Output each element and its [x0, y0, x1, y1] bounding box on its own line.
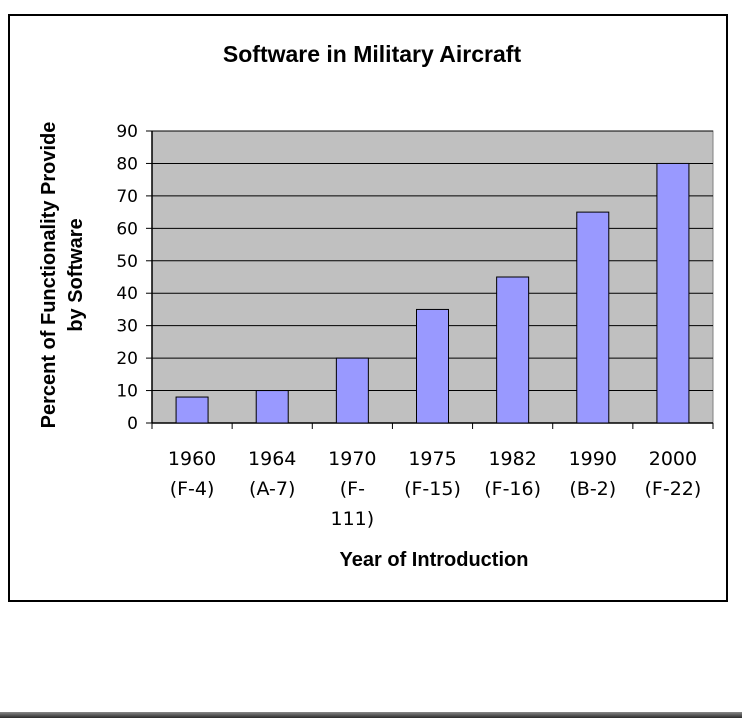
y-tick-label: 20: [116, 349, 138, 369]
x-tick-label: (A-7): [249, 478, 295, 500]
x-tick-label: 1960: [168, 448, 216, 470]
bar: [496, 276, 530, 424]
y-tick-label: 0: [127, 414, 138, 434]
x-tick-label: (F-22): [645, 478, 702, 500]
bar: [416, 308, 449, 424]
x-tick-label: 111): [331, 508, 375, 530]
x-tick-label: (F-16): [484, 478, 541, 500]
x-tick-label: 2000: [649, 448, 697, 470]
bar: [656, 162, 690, 424]
y-tick-label: 90: [116, 122, 138, 142]
bar: [255, 390, 289, 424]
y-axis-title: Percent of Functionality Provide by Soft…: [38, 122, 87, 429]
bar: [335, 357, 369, 424]
chart-title: Software in Military Aircraft: [223, 41, 522, 67]
x-tick-label: 1964: [248, 448, 296, 470]
y-axis-title-line-2: by Software: [65, 218, 87, 331]
x-tick-label: (F-15): [404, 478, 461, 500]
y-tick-label: 30: [116, 317, 138, 337]
y-tick-label: 60: [116, 219, 138, 239]
bar: [576, 211, 610, 424]
y-tick-label: 70: [116, 187, 138, 207]
x-tick-label: 1990: [569, 448, 617, 470]
x-tick-label: 1982: [488, 448, 536, 470]
y-tick-label: 50: [116, 252, 138, 272]
x-tick-label: 1975: [408, 448, 456, 470]
y-tick-label: 80: [116, 154, 138, 174]
x-tick-label: (F-4): [170, 478, 215, 500]
bottom-divider: [0, 712, 742, 718]
x-tick-label: 1970: [328, 448, 376, 470]
y-axis-title-line-1: Percent of Functionality Provide: [38, 122, 60, 429]
bar: [175, 396, 209, 424]
plot-area: 0 10 20 30 40 50 60 70 80 90 1960 (F-4) 1964 (A-7) 197…: [116, 122, 714, 530]
x-tick-label: (B-2): [569, 478, 616, 500]
y-tick-label: 10: [116, 382, 138, 402]
y-tick-label: 40: [116, 284, 138, 304]
x-axis-title: Year of Introduction: [340, 549, 529, 571]
x-tick-label: (F-: [340, 478, 365, 500]
